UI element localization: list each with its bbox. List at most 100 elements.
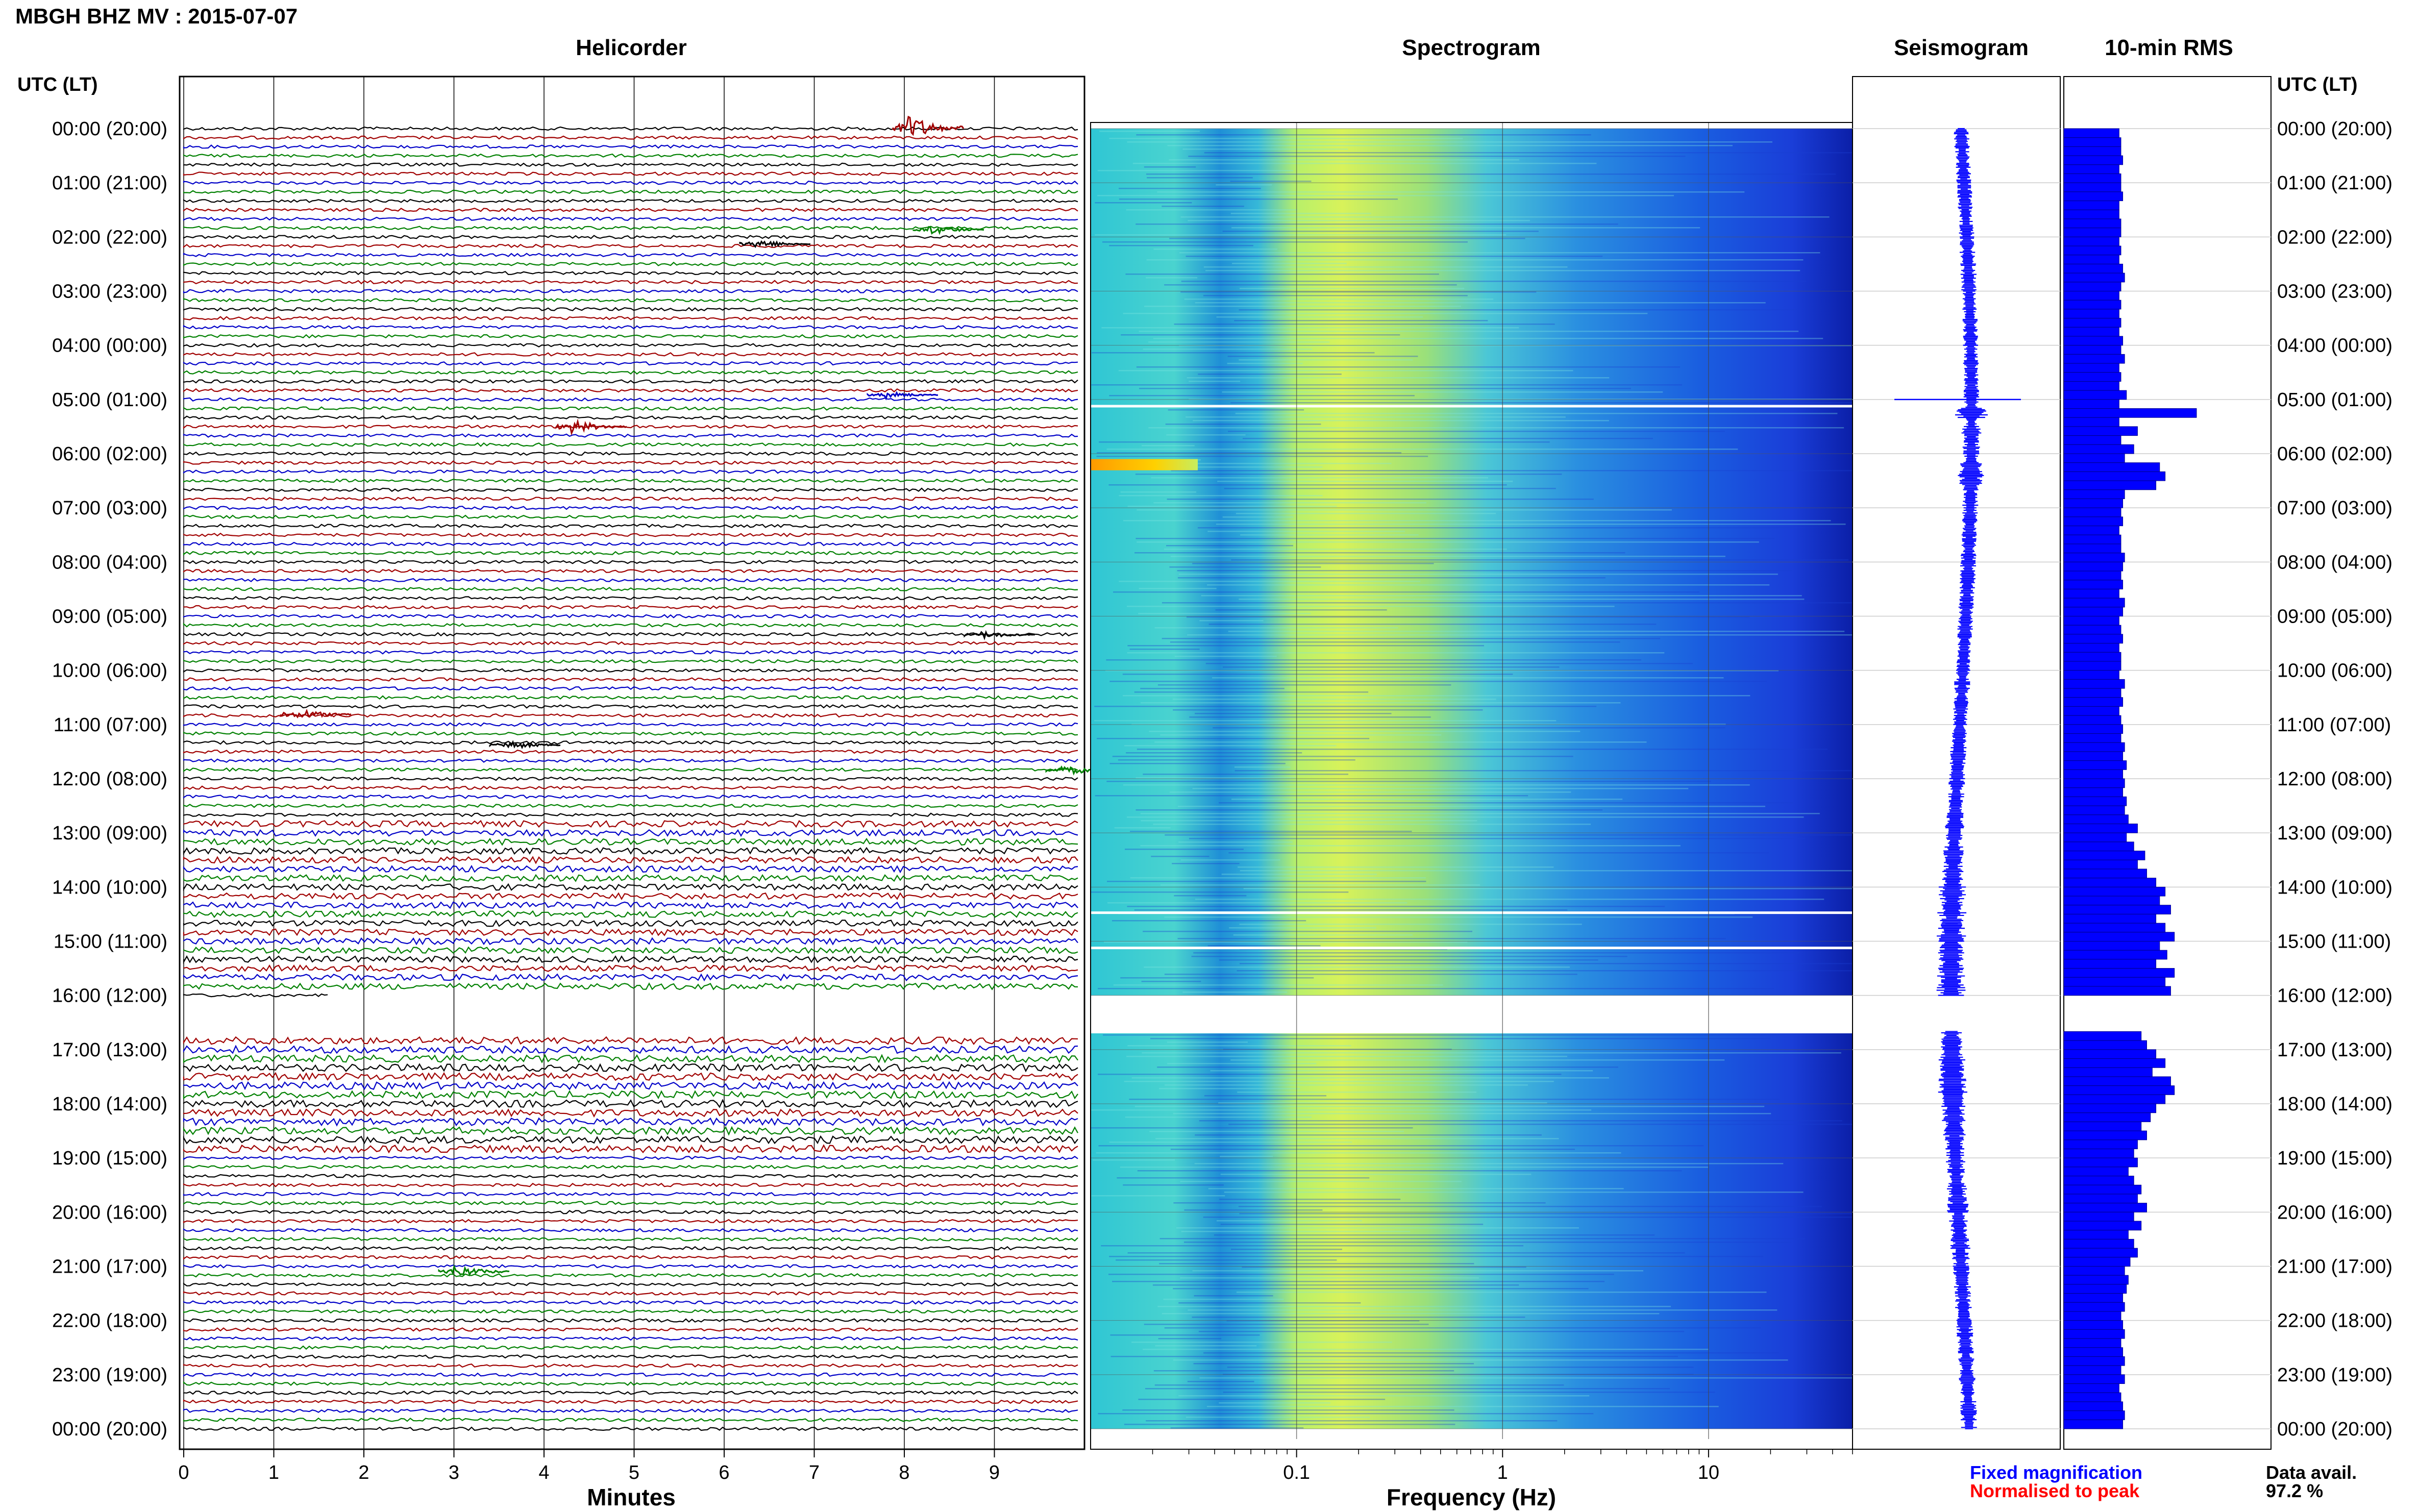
hour-label-right: 09:00 (05:00) — [2277, 606, 2392, 628]
spectrogram-texture — [1172, 699, 1496, 700]
spectrogram-texture — [1220, 1156, 1273, 1157]
spectrogram-texture — [1228, 852, 1769, 854]
rms-bar — [2063, 255, 2119, 264]
rms-bar — [2063, 1103, 2157, 1113]
hour-label-right: 05:00 (01:00) — [2277, 389, 2392, 411]
spectrogram-texture — [1124, 1424, 1455, 1425]
spectrogram-texture — [1122, 674, 1513, 675]
spectrogram-texture — [1099, 131, 1200, 132]
rms-bar — [2063, 886, 2166, 897]
hour-label-right: 07:00 (03:00) — [2277, 498, 2392, 519]
helicorder-trace — [183, 812, 1078, 817]
helicorder-trace — [183, 837, 1078, 846]
utc-label-left: UTC (LT) — [17, 74, 98, 95]
rms-bar — [2063, 228, 2121, 237]
helicorder-trace — [183, 388, 1078, 393]
spectrogram-texture — [1189, 716, 1431, 718]
spectrogram-texture — [1178, 841, 1293, 843]
helicorder-trace — [183, 406, 1078, 411]
spectrogram-texture — [1222, 1374, 1694, 1375]
spectrogram-texture — [1237, 1092, 1477, 1093]
hour-label-left: 04:00 (00:00) — [52, 335, 167, 357]
rms-bar — [2063, 959, 2157, 969]
helicorder-trace — [183, 478, 1078, 483]
spectrogram-texture — [1173, 1288, 1589, 1290]
spectrogram-texture — [1198, 527, 1794, 529]
rms-bar — [2063, 1419, 2124, 1429]
spectrogram-texture — [1239, 309, 1797, 311]
rms-bar — [2063, 1112, 2151, 1122]
helicorder-trace — [183, 415, 1078, 420]
hour-labels-right: 00:00 (20:00) 01:00 (21:00) 02:00 (22:00) 0… — [2277, 118, 2392, 1440]
spectrogram-texture — [1130, 877, 1426, 879]
rms-bar — [2063, 1031, 2142, 1041]
spectrogram-texture — [1240, 534, 1419, 536]
helicorder-trace — [183, 1054, 1078, 1064]
spectrogram-texture — [1160, 884, 1480, 886]
helicorder-trace — [183, 1390, 1078, 1395]
hour-label-left: 21:00 (17:00) — [52, 1256, 167, 1278]
spectrogram-texture — [1153, 502, 1426, 504]
spectrogram-texture — [1127, 506, 1337, 507]
spectrogram-texture — [1144, 306, 1461, 307]
spectrogram-texture — [1112, 920, 1306, 922]
spectrogram-texture — [1151, 477, 1488, 479]
hour-label-right: 06:00 (02:00) — [2277, 443, 2392, 465]
spectrogram-texture — [1103, 941, 1468, 943]
spectrogram-texture — [1195, 713, 1392, 714]
rms-bar — [2063, 1302, 2125, 1312]
spectrogram-texture — [1108, 484, 1507, 486]
helicorder-trace — [183, 1417, 1078, 1422]
rms-bar — [2063, 1374, 2125, 1384]
hour-label-left: 14:00 (10:00) — [52, 877, 167, 898]
helicorder-trace — [183, 731, 1078, 736]
spectrogram-texture — [1177, 806, 1766, 807]
spectrogram-texture — [1125, 274, 1439, 275]
spectrogram-texture — [1159, 1238, 1806, 1240]
spectrogram-texture — [1243, 888, 1853, 889]
rms-bar — [2063, 923, 2166, 933]
rms-bar — [2063, 643, 2119, 653]
helicorder-trace — [183, 162, 1078, 167]
helicorder-tick-label: 5 — [629, 1462, 639, 1483]
spectrogram-texture — [1194, 1295, 1273, 1297]
spectrogram-texture — [1131, 724, 1726, 725]
spectrogram-texture — [1130, 831, 1412, 832]
spectrogram-texture — [1231, 559, 1849, 561]
rms-bar — [2063, 390, 2127, 400]
rms-bar — [2063, 291, 2119, 301]
hour-label-left: 06:00 (02:00) — [52, 443, 167, 465]
rms-bar — [2063, 878, 2157, 887]
spectrogram-tick-label: 0.1 — [1283, 1462, 1310, 1483]
rms-bar — [2063, 670, 2119, 680]
rms-bar — [2063, 1176, 2134, 1185]
helicorder-trace — [183, 253, 1078, 258]
spectrogram-texture — [1227, 356, 1418, 357]
rms-bar — [2063, 1293, 2124, 1303]
spectrogram-texture — [1091, 1127, 1413, 1129]
spectrogram-texture — [1163, 1299, 1284, 1300]
spectrogram-texture — [1239, 1213, 1853, 1214]
helicorder-trace — [183, 668, 1078, 673]
spectrogram-texture — [1170, 1427, 1304, 1429]
spectrogram-texture — [1094, 706, 1597, 707]
spectrogram-texture — [1208, 624, 1657, 625]
rms-bar — [2063, 652, 2121, 662]
spectrogram-texture — [1148, 427, 1844, 429]
helicorder-trace — [183, 928, 1078, 936]
rms-bar — [2063, 1347, 2124, 1357]
spectrogram-texture — [1177, 570, 1792, 572]
spectrogram-texture — [1098, 1074, 1562, 1075]
rms-bar — [2063, 796, 2127, 806]
helicorder-trace — [183, 171, 1078, 176]
spectrogram-texture — [1117, 1177, 1370, 1179]
spectrogram-texture — [1169, 159, 1519, 161]
helicorder-tick-label: 4 — [538, 1462, 549, 1483]
hour-label-right: 21:00 (17:00) — [2277, 1256, 2392, 1278]
spectrogram-texture — [1102, 241, 1468, 243]
hour-label-right: 15:00 (11:00) — [2277, 931, 2391, 953]
spectrogram-texture — [1216, 524, 1846, 525]
helicorder-trace — [183, 1282, 1078, 1287]
hour-label-right: 23:00 (19:00) — [2277, 1365, 2392, 1386]
helicorder-trace — [183, 1081, 1078, 1090]
